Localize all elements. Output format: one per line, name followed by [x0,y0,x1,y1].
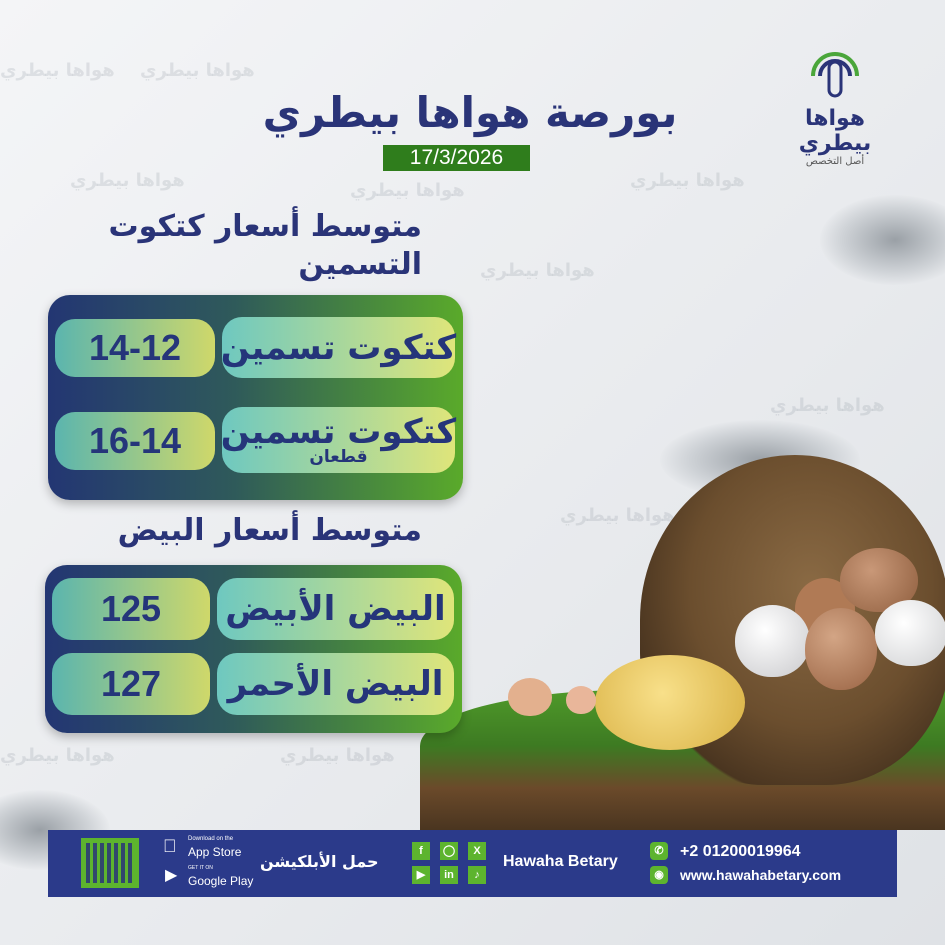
brand-logo: هواها بيطري أصل التخصص [765,42,905,167]
app-store-link[interactable]:  Download on the App Store [163,836,253,860]
x-icon[interactable]: X [468,842,486,860]
egg [735,605,810,677]
logo-tagline: أصل التخصص [805,156,865,167]
egg [875,600,945,666]
watermark: هواها بيطري [280,745,395,766]
tiktok-icon[interactable]: ♪ [468,866,486,884]
egg [566,686,596,714]
brand-name: Hawaha Betary [503,853,618,870]
price-value: 125 [52,578,210,640]
eggs-price-panel: البيض الأبيض 125 البيض الأحمر 127 [45,565,462,733]
watermark: هواها بيطري [70,170,185,191]
app-store-small: Download on the [188,836,234,842]
price-value: 14-12 [55,319,215,377]
google-play-icon: ▶ [165,867,178,884]
chicks-heading: متوسط أسعار كتكوت التسمين [108,209,423,282]
logo-icon [811,52,859,98]
google-play-label: Google Play [188,874,254,888]
website-link[interactable]: www.hawahabetary.com [680,867,842,883]
watermark: هواها بيطري [0,60,115,81]
watermark: هواها بيطري [630,170,745,191]
cloud [820,195,945,285]
date-badge: 17/3/2026 [383,145,530,171]
footer-bar:  Download on the App Store ▶ GET IT ON … [48,830,897,897]
youtube-icon[interactable]: ▶ [412,866,430,884]
apple-icon:  [163,836,177,857]
app-store-label: App Store [188,845,242,859]
watermark: هواها بيطري [560,505,675,526]
price-label: البيض الأحمر [217,653,454,715]
linkedin-icon[interactable]: in [440,866,458,884]
chick [595,655,745,750]
logo-name: هواها بيطري [798,106,872,156]
whatsapp-icon: ✆ [650,842,668,860]
page-title: بورصة هواها بيطري [262,88,678,137]
watermark: هواها بيطري [770,395,885,416]
facebook-icon[interactable]: f [412,842,430,860]
qr-code[interactable] [81,838,139,888]
chicks-price-panel: كتكوت تسمين 14-12 كتكوت تسمين قطعان 16-14 [48,295,463,500]
watermark: هواها بيطري [350,180,465,201]
phone-number[interactable]: +2 01200019964 [680,843,801,860]
watermark: هواها بيطري [480,260,595,281]
instagram-icon[interactable]: ◯ [440,842,458,860]
price-label: كتكوت تسمين قطعان [221,407,456,473]
google-play-link[interactable]: ▶ GET IT ON Google Play [163,865,253,889]
eggs-heading: متوسط أسعار البيض [117,513,422,548]
download-app-label: حمل الأبلكيشن [260,852,379,871]
price-value: 16-14 [55,412,215,470]
google-play-small: GET IT ON [188,865,213,871]
price-label: البيض الأبيض [217,578,454,640]
website-icon: ◉ [650,866,668,884]
egg [508,678,552,716]
watermark: هواها بيطري [0,745,115,766]
price-value: 127 [52,653,210,715]
price-label: كتكوت تسمين [221,317,456,378]
watermark: هواها بيطري [140,60,255,81]
egg [805,608,877,690]
